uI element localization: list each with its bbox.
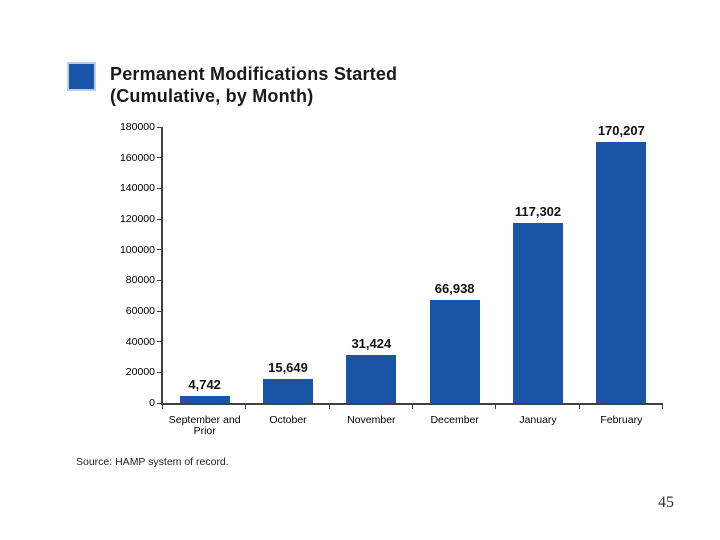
chart-title-line2: (Cumulative, by Month) — [110, 86, 314, 106]
x-tick — [578, 405, 580, 409]
y-tick-label: 180000 — [119, 121, 155, 133]
x-tick — [662, 405, 663, 409]
y-tick — [157, 249, 161, 251]
x-tick — [245, 405, 247, 409]
y-tick — [157, 218, 161, 220]
y-tick-label: 0 — [149, 397, 155, 409]
bar-value-label: 31,424 — [351, 335, 392, 351]
y-tick — [157, 371, 161, 373]
y-tick — [157, 126, 161, 128]
bar — [346, 354, 397, 403]
bar — [263, 379, 313, 403]
y-tick-label: 80000 — [125, 274, 155, 287]
y-tick-label: 120000 — [119, 213, 155, 225]
bar — [596, 142, 647, 403]
y-tick — [157, 157, 161, 159]
chart-title-line1: Permanent Modifications Started — [110, 64, 398, 84]
bar-value-label: 4,742 — [188, 376, 221, 392]
legend-swatch-icon — [67, 62, 96, 91]
bar — [429, 300, 480, 403]
x-tick — [495, 405, 497, 409]
category-label: February — [600, 414, 643, 426]
x-tick — [412, 405, 413, 409]
bar-value-label: 15,649 — [268, 360, 308, 375]
page-number: 45 — [658, 494, 674, 511]
y-tick-label: 140000 — [119, 182, 155, 195]
y-tick — [157, 187, 161, 189]
y-tick — [157, 341, 161, 343]
category-label: November — [347, 414, 396, 426]
bar-value-label: 170,207 — [597, 123, 645, 139]
y-tick-label: 60000 — [125, 305, 155, 317]
bar — [179, 395, 230, 403]
bar — [513, 223, 563, 403]
category-label: January — [519, 414, 557, 426]
y-tick — [157, 310, 161, 312]
category-label: October — [269, 414, 307, 426]
y-tick-label: 100000 — [119, 243, 155, 256]
category-label: December — [430, 414, 479, 426]
category-label: September and Prior — [168, 414, 241, 437]
x-tick — [162, 405, 163, 409]
chart-title: Permanent Modifications Started (Cumulat… — [110, 63, 397, 107]
y-tick — [157, 279, 161, 281]
y-tick-label: 40000 — [125, 335, 155, 348]
y-tick-label: 20000 — [125, 366, 155, 379]
x-axis-line — [161, 403, 663, 405]
y-axis-line — [161, 127, 163, 403]
y-tick — [157, 402, 161, 404]
x-tick — [328, 405, 330, 409]
bar-value-label: 117,302 — [514, 204, 562, 220]
y-tick-label: 160000 — [119, 151, 155, 164]
bar-value-label: 66,938 — [434, 281, 475, 297]
source-note: Source: HAMP system of record. — [76, 456, 229, 468]
